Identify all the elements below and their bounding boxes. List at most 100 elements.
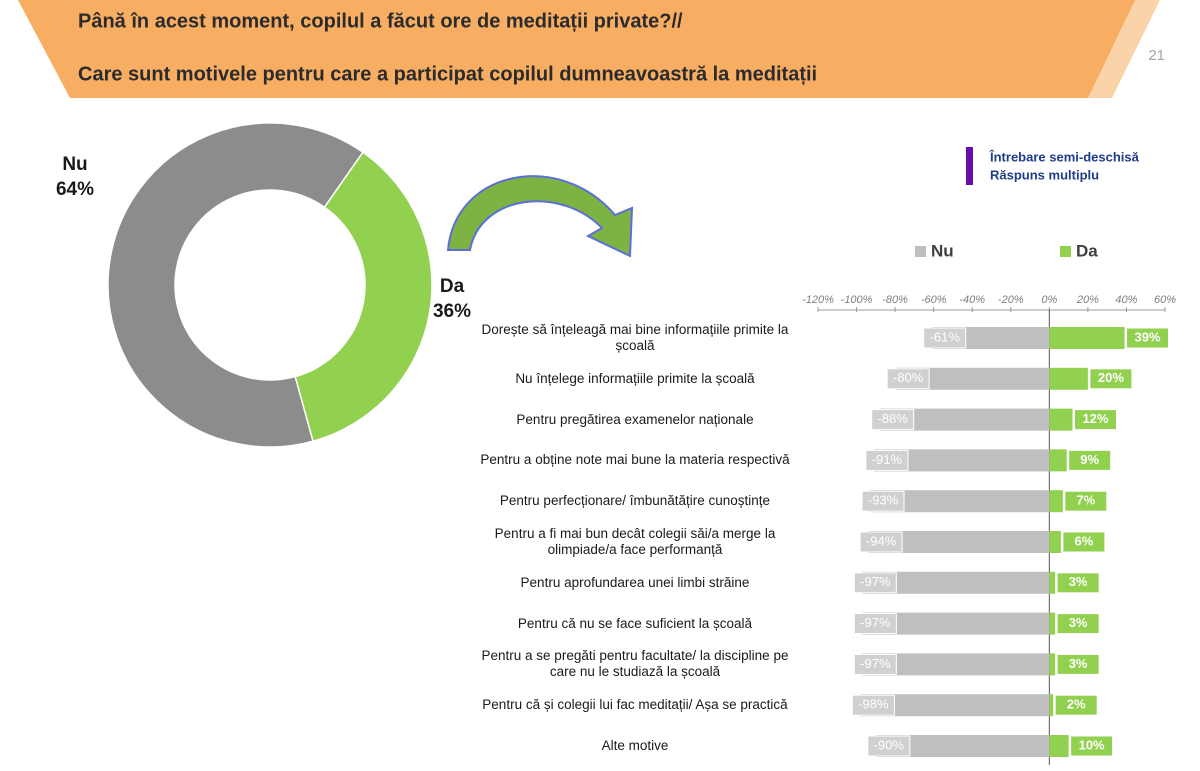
pie-slice (107, 122, 364, 448)
bar (1049, 653, 1056, 676)
x-tick-label: 60% (1154, 294, 1176, 306)
value-label-box (859, 531, 903, 553)
legend-swatch (915, 246, 926, 257)
category-label: Pentru aprofundarea unei limbi străine (520, 574, 750, 590)
value-label-box (853, 613, 897, 635)
x-tick-label: -40% (959, 294, 985, 306)
legend-swatch (1060, 246, 1071, 257)
value-label: 20% (1098, 370, 1124, 385)
x-tick-label: -100% (841, 294, 873, 306)
slice-value: 64% (56, 179, 94, 200)
bar (1049, 449, 1067, 472)
x-tick-label: 40% (1115, 294, 1137, 306)
bar (1049, 408, 1073, 431)
value-label-box (1089, 368, 1133, 390)
value-label: 3% (1069, 615, 1088, 630)
value-label-box (1068, 449, 1112, 471)
note: Răspuns multiplu (990, 167, 1099, 182)
value-label-box (923, 327, 967, 349)
page-number: 21 (1148, 47, 1165, 64)
category-label: Pentru că și colegii lui fac meditații/ … (482, 697, 788, 713)
bar (895, 367, 1050, 390)
value-label-box (1070, 735, 1114, 757)
value-label-box (1056, 572, 1100, 594)
value-label: -97% (860, 656, 891, 671)
x-tick-label: -120% (802, 294, 834, 306)
note: Întrebare semi-deschisă (989, 149, 1140, 164)
bar (1049, 735, 1069, 757)
value-label: -97% (860, 615, 891, 630)
value-label-box (886, 368, 930, 390)
bar (862, 653, 1050, 676)
bar (873, 449, 1050, 472)
header-band (18, 0, 1150, 98)
category-label: Pentru pregătirea examenelor naționale (516, 411, 754, 427)
bar (879, 408, 1050, 431)
category-label: Nu înțelege informațiile primite la școa… (515, 370, 755, 386)
bar (1049, 367, 1088, 390)
value-label-box (1126, 327, 1170, 349)
x-tick-label: -20% (998, 294, 1024, 306)
value-label-box (867, 735, 911, 757)
category-label: Pentru perfecționare/ îmbunătățire cunoș… (499, 493, 771, 509)
category-label: Pentru că nu se face suficient la școală (517, 615, 753, 631)
value-label-box (861, 490, 905, 512)
value-label-box (1073, 409, 1117, 431)
bar (1049, 327, 1125, 349)
value-label: -61% (930, 329, 961, 344)
value-label: -91% (872, 452, 903, 467)
bar (1049, 531, 1061, 553)
slice-label: Nu (62, 154, 87, 175)
value-label: -80% (893, 370, 924, 385)
bar (1049, 490, 1063, 513)
value-label-box (851, 694, 895, 716)
value-label-box (853, 653, 897, 675)
header-stripe (1088, 0, 1160, 98)
value-label-box (853, 572, 897, 594)
value-label: 9% (1080, 452, 1099, 467)
x-tick-label: -60% (921, 294, 947, 306)
category-label: Pentru a obține note mai bune la materia… (480, 452, 790, 468)
value-label: -90% (874, 737, 905, 752)
bar (1049, 612, 1056, 635)
note-marker (966, 147, 973, 185)
bar (870, 490, 1050, 513)
value-label: -98% (858, 697, 889, 712)
value-label: 10% (1079, 737, 1105, 752)
slice-label: Da (440, 276, 465, 297)
bar (1049, 571, 1056, 594)
bar (860, 694, 1050, 717)
value-label-box (1056, 613, 1100, 635)
value-label: 2% (1067, 697, 1086, 712)
value-label: 39% (1135, 329, 1161, 344)
category-label: Pentru a fi mai bun decât colegii săi/a … (494, 526, 776, 557)
bar (862, 612, 1050, 635)
value-label-box (1062, 531, 1106, 553)
legend-label: Nu (931, 241, 954, 260)
x-tick-label: 0% (1041, 294, 1057, 306)
value-label: 7% (1076, 493, 1095, 508)
value-label-box (871, 409, 915, 431)
slice-value: 36% (433, 301, 471, 322)
value-label: -97% (860, 574, 891, 589)
value-label: 3% (1069, 656, 1088, 671)
value-label: -88% (878, 411, 909, 426)
x-tick-label: 20% (1076, 294, 1099, 306)
bar (868, 531, 1050, 553)
x-tick-label: -80% (882, 294, 908, 306)
pie-slice (294, 151, 433, 443)
value-label: -94% (866, 533, 897, 548)
value-label: 3% (1069, 574, 1088, 589)
value-label: 6% (1075, 533, 1094, 548)
arrow (446, 175, 634, 258)
subtitle: Care sunt motivele pentru care a partici… (78, 63, 817, 85)
category-label: Alte motive (601, 738, 669, 753)
value-label-box (865, 449, 909, 471)
value-label: 12% (1082, 411, 1108, 426)
legend-label: Da (1076, 241, 1098, 260)
bar (862, 571, 1050, 594)
category-label: Pentru a se pregăti pentru facultate/ la… (481, 648, 789, 680)
value-label: -93% (868, 493, 899, 508)
